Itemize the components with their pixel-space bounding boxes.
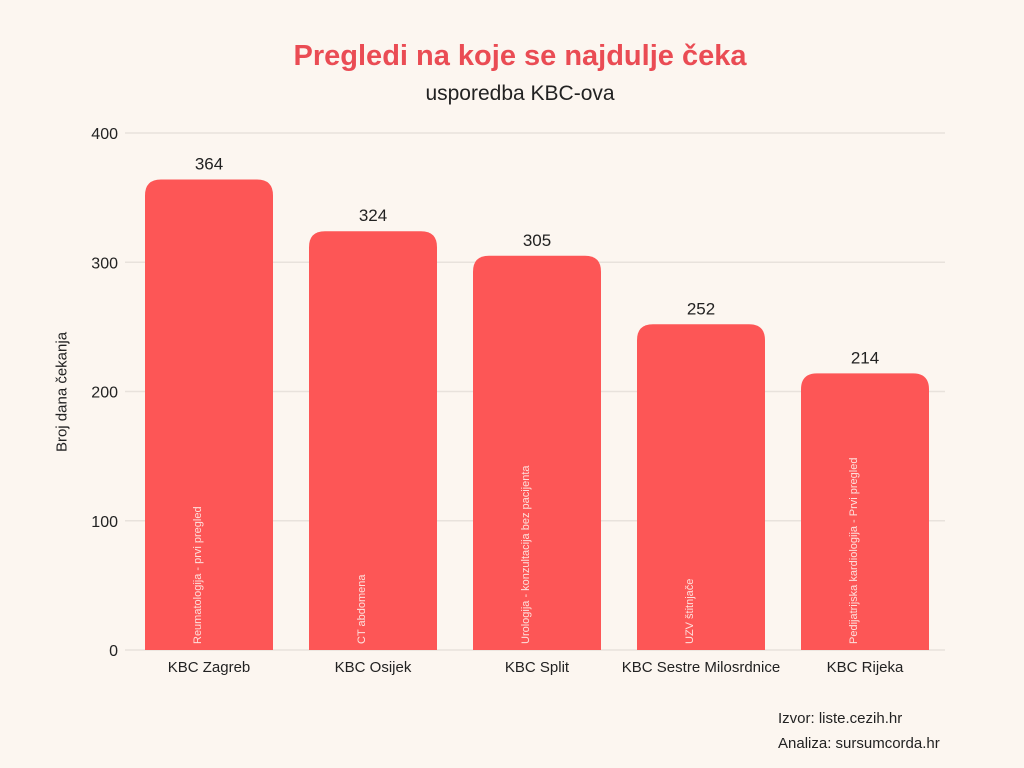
x-tick-label: KBC Sestre Milosrdnice [622,659,780,676]
bar [801,373,929,650]
chart-title: Pregledi na koje se najdulje čeka [293,40,747,72]
data-label: 364 [195,155,223,174]
bar-category-label: UZV štitnjače [684,579,696,644]
chart-subtitle: usporedba KBC-ova [425,82,615,105]
data-label: 324 [359,206,387,225]
source-note: Izvor: liste.cezih.hr Analiza: sursumcor… [778,706,940,756]
analysis-text: Analiza: sursumcorda.hr [778,735,940,752]
data-label: 214 [851,348,879,367]
y-tick-label: 0 [109,643,118,660]
data-label: 252 [687,299,715,318]
bar-category-label: Pedijatrijska kardiologija - Prvi pregle… [848,458,860,644]
y-tick-label: 200 [91,385,118,402]
y-tick-label: 400 [91,126,118,143]
bar-category-label: CT abdomena [356,574,368,644]
data-label: 305 [523,231,551,250]
y-tick-label: 300 [91,255,118,272]
x-tick-label: KBC Split [505,659,570,676]
bar [637,324,765,650]
x-tick-label: KBC Rijeka [827,659,904,676]
bar-category-label: Reumatologija - prvi pregled [192,506,204,644]
y-tick-label: 100 [91,514,118,531]
bar-category-label: Urologija - konzultacija bez pacijenta [520,465,532,644]
x-tick-label: KBC Osijek [335,659,412,676]
bar [309,231,437,651]
source-text: Izvor: liste.cezih.hr [778,710,903,727]
bar [145,179,273,650]
x-tick-label: KBC Zagreb [168,659,251,676]
bar [473,255,601,650]
